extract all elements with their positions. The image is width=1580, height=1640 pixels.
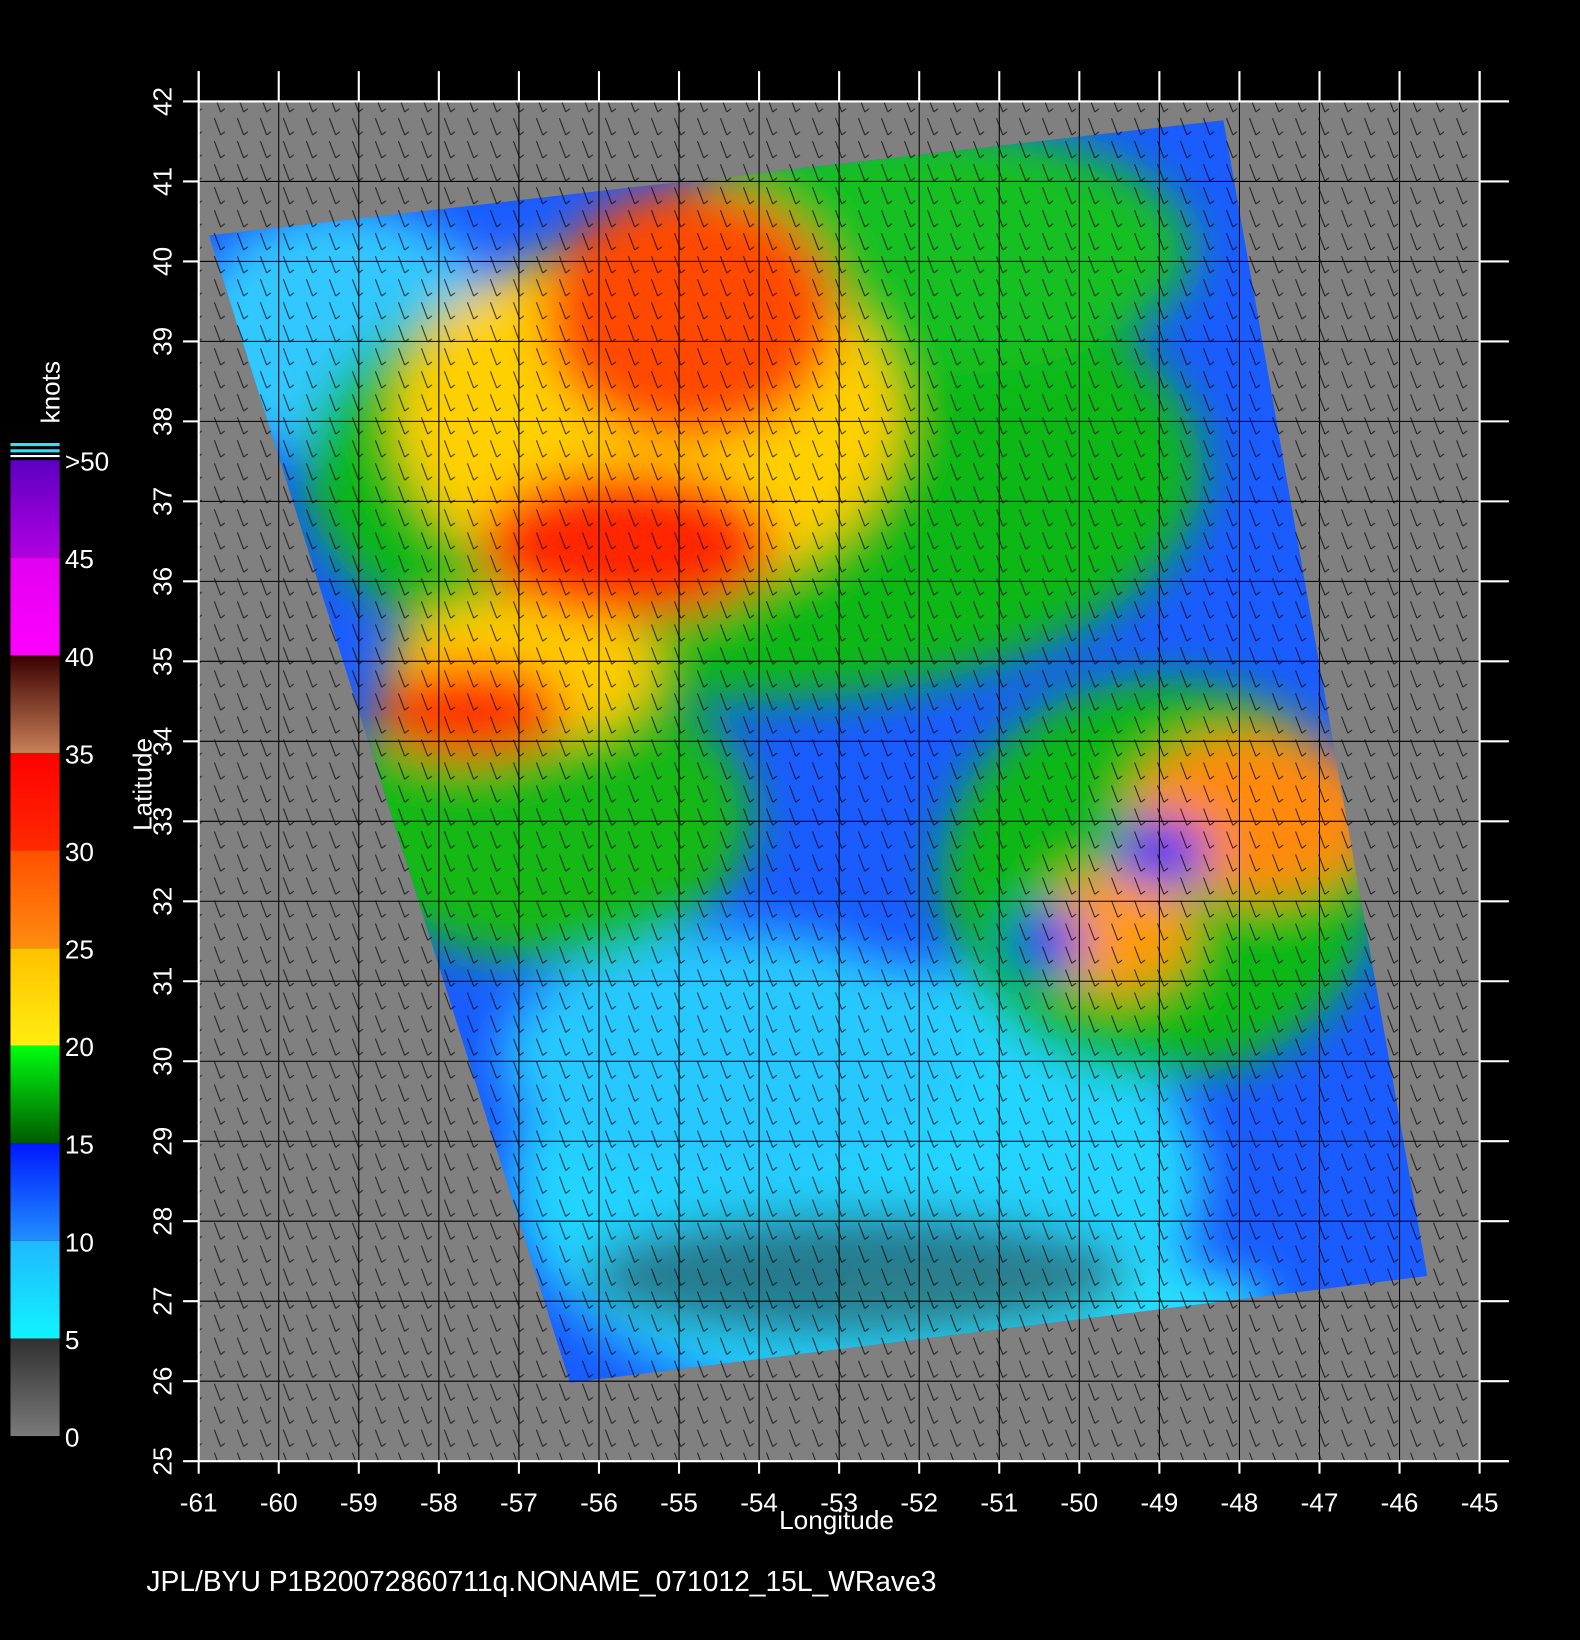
axes: -61 -60 -59 -58 -57 -56 -55 -54 -53 -52 -51 -50 -49 -… <box>10 71 1509 1517</box>
x-tick-label: -46 <box>1381 1487 1419 1517</box>
y-tick-label: 28 <box>147 1207 177 1236</box>
x-tick-label: -45 <box>1461 1487 1499 1517</box>
colorbar-tick-label: 40 <box>65 642 94 672</box>
y-tick-label: 37 <box>147 487 177 516</box>
colorbar-label: knots <box>36 361 66 423</box>
y-tick-label: 27 <box>147 1287 177 1316</box>
x-tick-label: -58 <box>420 1487 458 1517</box>
colorbar-segment <box>10 1045 60 1144</box>
y-tick-label: 31 <box>147 967 177 996</box>
x-tick-label: -48 <box>1221 1487 1259 1517</box>
x-tick-label: -55 <box>660 1487 698 1517</box>
x-tick-label: -54 <box>740 1487 778 1517</box>
footer: JPL/BYU P1B20072860711q.NONAME_071012_15… <box>146 1565 936 1597</box>
colorbar-segment <box>10 1240 60 1339</box>
y-tick-label: 29 <box>147 1127 177 1156</box>
x-tick-label: -56 <box>580 1487 618 1517</box>
colorbar-tick-label: 20 <box>65 1032 94 1062</box>
y-axis-label: Latitude <box>128 738 158 831</box>
colorbar-tick-label: 5 <box>65 1325 80 1355</box>
colorbar-tick-label: 15 <box>65 1130 94 1160</box>
colorbar-tick-label: >50 <box>65 447 109 477</box>
x-tick-label: -59 <box>340 1487 378 1517</box>
colorbar-segment <box>10 655 60 753</box>
x-tick-label: -53 <box>820 1487 858 1517</box>
y-tick-label: 38 <box>147 407 177 436</box>
colorbar-tick-label: 30 <box>65 837 94 867</box>
colorbar-tick-label: 0 <box>65 1423 80 1453</box>
colorbar-segment <box>10 948 60 1046</box>
colorbar-segment <box>10 557 60 656</box>
x-axis-label: Longitude <box>779 1505 894 1535</box>
colorbar-segment <box>10 460 60 558</box>
y-tick-label: 35 <box>147 647 177 676</box>
x-tick-label: -57 <box>500 1487 538 1517</box>
y-tick-label: 33 <box>147 807 177 836</box>
y-tick-label: 42 <box>147 87 177 116</box>
y-tick-label: 25 <box>147 1447 177 1476</box>
y-tick-label: 36 <box>147 567 177 596</box>
colorbar-segment <box>10 1143 60 1241</box>
x-tick-label: -52 <box>900 1487 938 1517</box>
x-tick-label: -51 <box>980 1487 1018 1517</box>
y-tick-label: 34 <box>147 727 177 756</box>
colorbar-tick-label: 35 <box>65 739 94 769</box>
y-tick-label: 40 <box>147 247 177 276</box>
colorbar-tick-label: 25 <box>65 935 94 965</box>
colorbar-tick-label: 45 <box>65 544 94 574</box>
y-tick-label: 30 <box>147 1047 177 1076</box>
colorbar-segment <box>10 850 60 949</box>
x-tick-label: -47 <box>1301 1487 1339 1517</box>
y-tick-label: 39 <box>147 327 177 356</box>
colorbar-segment <box>10 752 60 851</box>
x-tick-label: -60 <box>260 1487 298 1517</box>
colorbar-tick-label: 10 <box>65 1227 94 1257</box>
y-tick-label: 32 <box>147 887 177 916</box>
y-tick-label: 41 <box>147 167 177 196</box>
x-tick-label: -50 <box>1060 1487 1098 1517</box>
x-tick-label: -49 <box>1141 1487 1179 1517</box>
y-tick-label: 26 <box>147 1367 177 1396</box>
x-tick-label: -61 <box>180 1487 218 1517</box>
colorbar-segment <box>10 1338 60 1437</box>
